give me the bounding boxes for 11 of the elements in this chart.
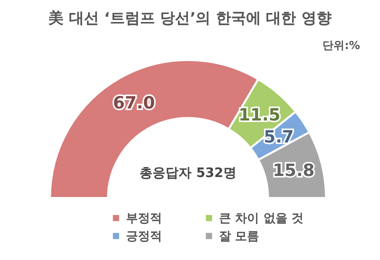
chart-title: 美 대선 ‘트럼프 당선’의 한국에 대한 영향 [48,9,332,27]
data-label: 11.5 [238,106,280,126]
legend-label: 큰 차이 없을 것 [219,211,304,226]
legend-label: 긍정적 [126,229,162,243]
legend-label: 부정적 [126,211,162,226]
text: 단위:% [322,39,360,52]
data-label: 5.7 [264,128,294,148]
data-label: 67.0 [113,93,156,114]
data-label: 15.8 [272,161,315,182]
text: 총응답자 532명 [140,166,236,181]
legend-label: 잘 모름 [219,229,260,243]
